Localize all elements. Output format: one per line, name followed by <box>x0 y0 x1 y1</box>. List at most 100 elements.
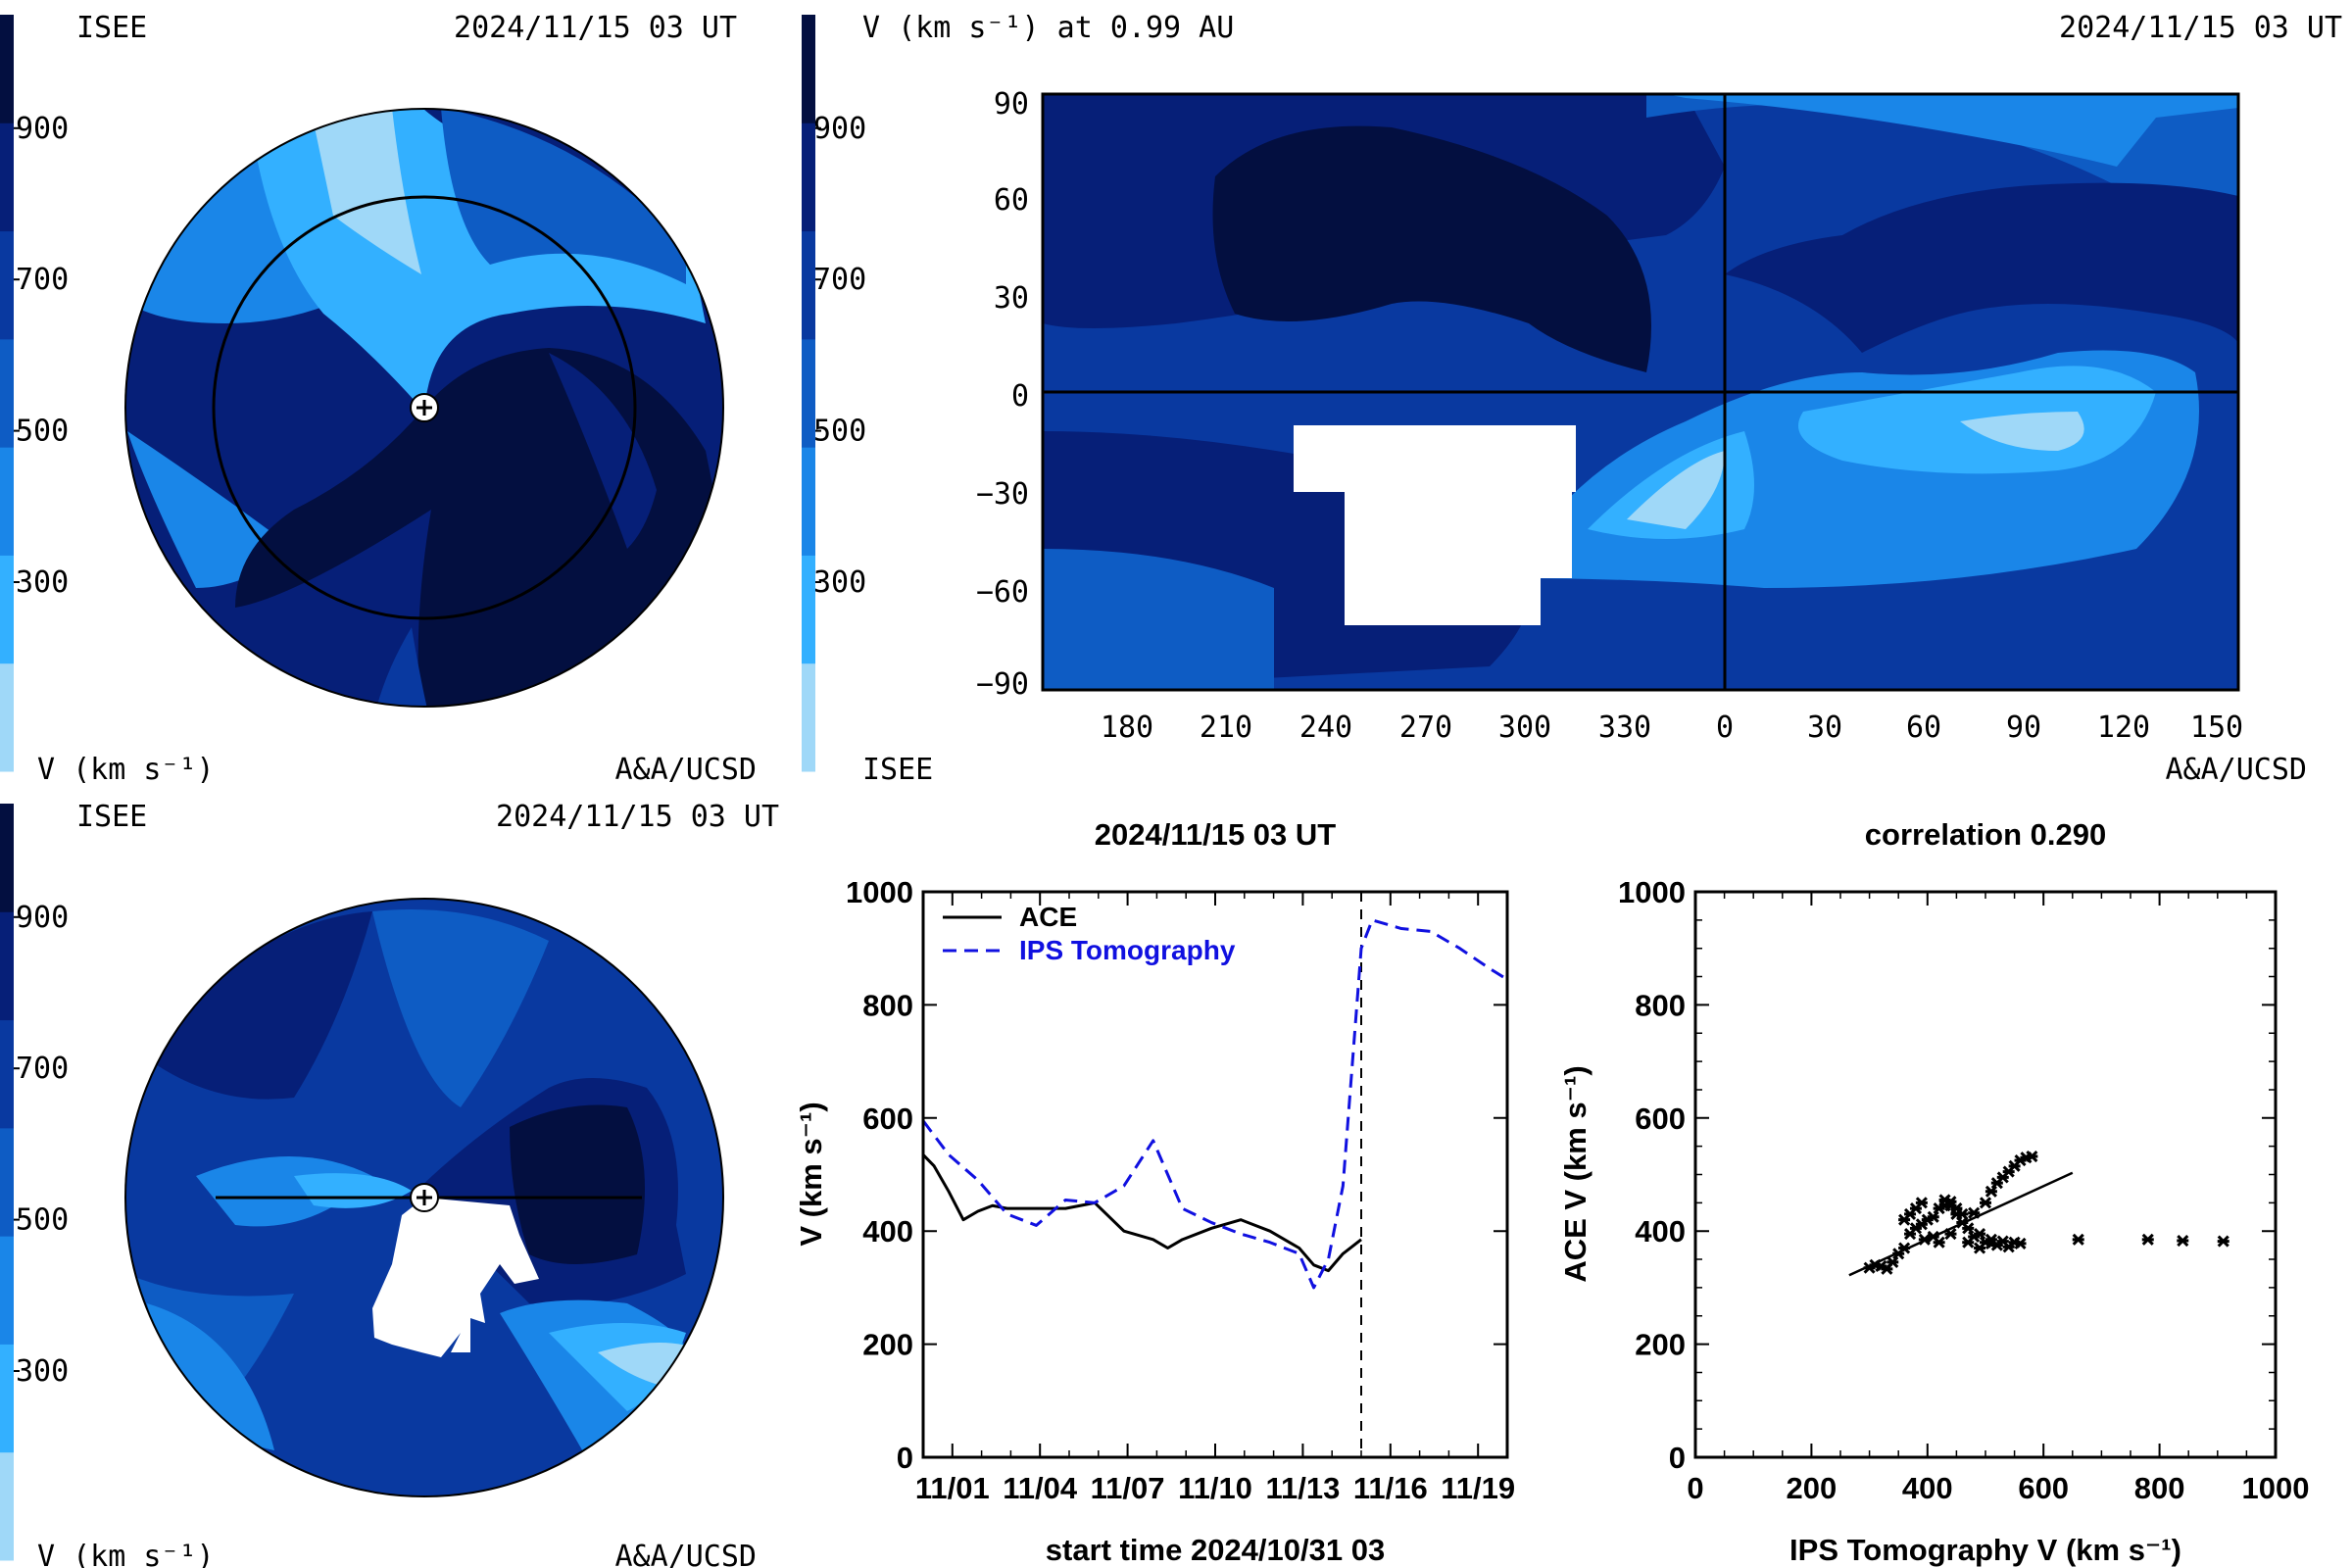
bottom-left-speed-contours <box>125 899 723 1496</box>
x-tick-label: 11/16 <box>1353 1471 1428 1505</box>
minor-tick <box>1695 892 2276 1457</box>
map-x-tick: 300 <box>1498 710 1551 745</box>
colorbar-swatch <box>0 1127 14 1237</box>
x-tick-label: 11/04 <box>1003 1471 1078 1505</box>
map-x-tick: 180 <box>1101 710 1153 745</box>
y-tick-label: 200 <box>862 1328 913 1362</box>
colorbar-swatch <box>0 1344 14 1453</box>
minor-tick <box>1695 892 2276 1457</box>
bottom-left-disk-outline <box>124 898 724 1497</box>
timeseries-ylabel: V (km s⁻¹) <box>794 1102 828 1246</box>
colorbar-tick-label: 700 <box>16 1052 69 1086</box>
panel-bottom-left: 900 700 500 300 ISEE 2024/11/15 03 UT V (km… <box>0 800 779 1568</box>
colorbar-top-left: 900 700 500 300 <box>0 15 69 772</box>
x-tick-label: 400 <box>1902 1471 1953 1505</box>
map-credit: A&A/UCSD <box>2166 753 2308 787</box>
scatter-point <box>1974 1242 1986 1254</box>
scatter-point <box>2026 1150 2038 1163</box>
bottom-left-unit-label: V (km s⁻¹) <box>37 1540 215 1568</box>
minor-tick <box>1695 892 2276 1457</box>
scatter-point <box>2177 1234 2189 1248</box>
y-tick-label: 800 <box>862 988 913 1022</box>
minor-tick <box>1695 892 2276 1457</box>
minor-tick <box>1695 892 2276 1457</box>
colorbar-swatch <box>0 447 14 556</box>
bottom-left-credit: A&A/UCSD <box>615 1540 758 1568</box>
colorbar-swatch <box>0 1451 14 1561</box>
colorbar-swatch <box>802 15 815 123</box>
map-title: V (km s⁻¹) at 0.99 AU <box>862 11 1234 45</box>
minor-tick <box>1695 892 2276 1457</box>
y-tick-label: 1000 <box>846 875 913 909</box>
colorbar-swatch <box>0 662 14 772</box>
scatter-point <box>1984 1185 1997 1198</box>
bottom-left-timestamp: 2024/11/15 03 UT <box>496 800 779 834</box>
map-x-tick: 120 <box>2097 710 2150 745</box>
timeseries-panel: 2024/11/15 03 UT 0 200 400 600 800 1000 11/01 1… <box>794 817 1515 1567</box>
minor-tick <box>1695 892 2276 1457</box>
colorbar-swatch <box>0 804 14 912</box>
minor-tick <box>1695 891 2277 1457</box>
colorbar-swatch <box>0 122 14 232</box>
colorbar-swatch <box>0 15 14 123</box>
colorbar-swatch <box>0 338 14 448</box>
scatter-point <box>1927 1210 1939 1223</box>
minor-tick <box>1695 892 2276 1457</box>
colorbar-tick-label: 300 <box>813 565 866 600</box>
colorbar-swatch <box>0 230 14 340</box>
map-x-tick: 60 <box>1906 710 1941 745</box>
x-tick-label: 1000 <box>2242 1471 2310 1505</box>
map-x-tick: 330 <box>1598 710 1651 745</box>
scatter-ylabel: ACE V (km s⁻¹) <box>1558 1065 1592 1282</box>
map-x-tick: 30 <box>1807 710 1842 745</box>
top-left-disk-outline <box>124 108 724 708</box>
colorbar-tick-label: 300 <box>16 565 69 600</box>
colorbar-top-right: 900 700 500 300 <box>802 15 866 772</box>
legend-ips-label: IPS Tomography <box>1019 935 1236 965</box>
y-tick-label: 200 <box>1635 1328 1686 1362</box>
map-y-tick: 0 <box>1011 379 1029 414</box>
colorbar-tick-label: 700 <box>16 263 69 297</box>
y-tick-label: 400 <box>862 1214 913 1249</box>
scatter-plot: 0 200 400 600 800 1000 0 200 400 600 800 1000 <box>1618 875 2309 1505</box>
fit-line <box>1848 1171 2074 1277</box>
x-tick-label: 800 <box>2134 1471 2185 1505</box>
colorbar-swatch <box>802 447 815 556</box>
scatter-point <box>1898 1213 1911 1226</box>
scatter-point <box>1996 1235 2009 1248</box>
minor-tick <box>1695 892 2276 1457</box>
colorbar-top-left-top-label: ISEE <box>76 11 147 45</box>
scatter-point <box>1984 1233 1997 1246</box>
x-tick-label: 11/10 <box>1178 1471 1252 1505</box>
scatter-title: correlation 0.290 <box>1865 817 2106 852</box>
panel-top-left: 900 700 500 300 ISEE 2024/11/15 03 UT V (km… <box>0 11 757 787</box>
map-y-tick: 90 <box>994 87 1029 122</box>
timeseries-frame <box>921 890 1509 1459</box>
x-tick-label: 11/07 <box>1091 1471 1165 1505</box>
x-tick-label: 11/13 <box>1265 1471 1340 1505</box>
sun-cross-icon-bottom <box>416 1190 432 1205</box>
ips-line <box>923 918 1507 1290</box>
ace-line <box>923 1153 1362 1273</box>
minor-tick <box>1695 892 2276 1457</box>
scatter-point <box>1933 1236 1945 1249</box>
y-tick-label: 1000 <box>1618 875 1686 909</box>
scatter-frame <box>1693 890 2278 1459</box>
map-y-tick: −60 <box>976 575 1029 610</box>
minor-tick <box>1695 892 2276 1457</box>
scatter-xlabel: IPS Tomography V (km s⁻¹) <box>1789 1533 2181 1567</box>
timeseries-title: 2024/11/15 03 UT <box>1095 817 1337 852</box>
scatter-point <box>2141 1233 2154 1246</box>
scatter-point <box>1979 1197 1992 1209</box>
series-clip <box>923 918 1507 1290</box>
colorbar-tick-label: 500 <box>16 415 69 449</box>
y-tick-label: 0 <box>897 1441 913 1475</box>
x-tick-label: 11/19 <box>1441 1471 1515 1505</box>
top-left-timestamp: 2024/11/15 03 UT <box>454 11 737 45</box>
y-tick-label: 800 <box>1635 988 1686 1022</box>
colorbar-swatch <box>802 338 815 448</box>
scatter-point <box>2217 1235 2230 1248</box>
colorbar-tick-label: 500 <box>813 415 866 449</box>
